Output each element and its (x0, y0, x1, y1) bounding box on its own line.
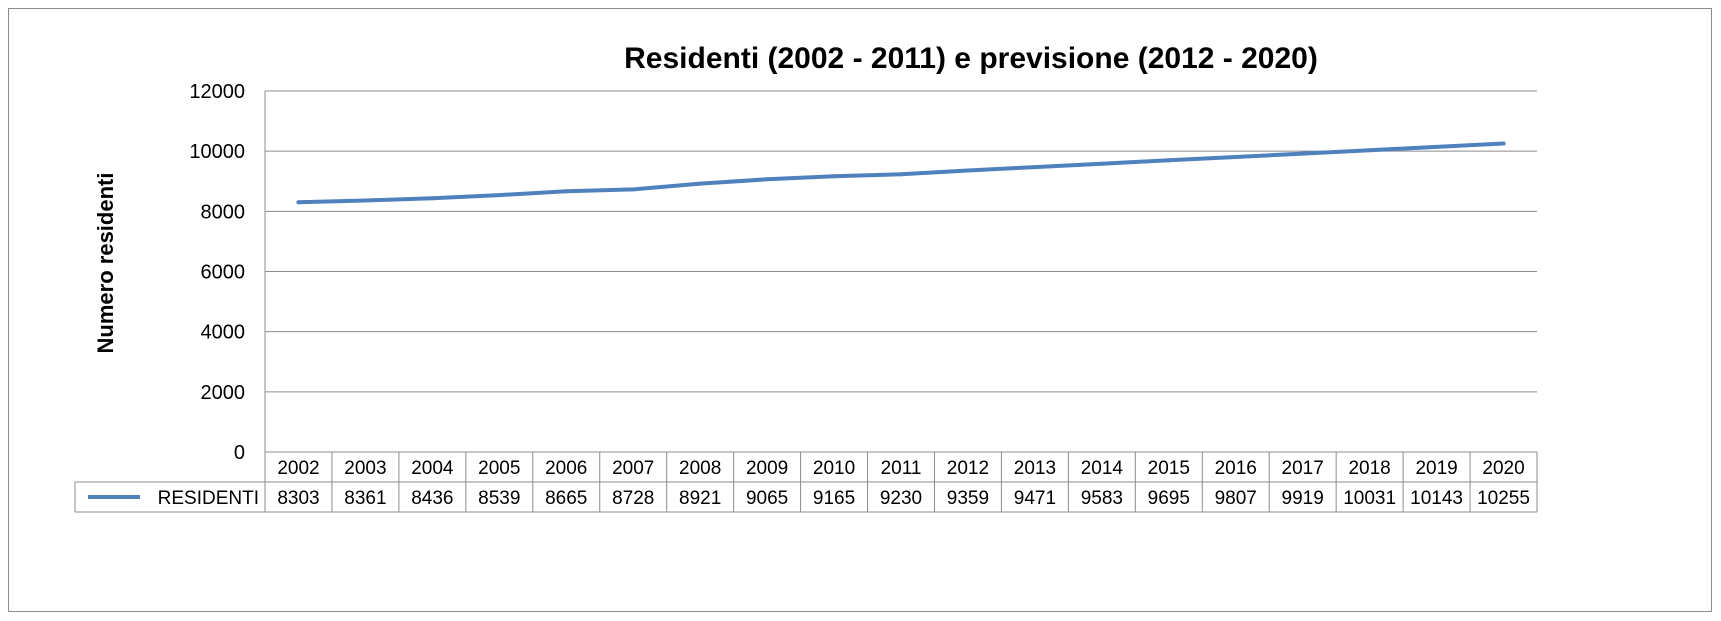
data-value-cell: 10143 (1410, 488, 1463, 509)
y-tick-label: 2000 (201, 382, 246, 404)
data-point (965, 168, 970, 173)
data-point (698, 181, 703, 186)
data-value-cell: 9583 (1081, 488, 1123, 509)
data-point (832, 174, 837, 179)
x-category-label: 2009 (746, 458, 788, 479)
series-layer (296, 141, 1506, 205)
y-tick-label: 8000 (201, 201, 246, 223)
x-category-label: 2016 (1215, 458, 1257, 479)
data-point (1032, 165, 1037, 170)
x-category-label: 2004 (411, 458, 454, 479)
data-value-cell: 8728 (612, 488, 654, 509)
data-value-cell: 9471 (1014, 488, 1056, 509)
x-category-label: 2007 (612, 458, 654, 479)
x-category-label: 2010 (813, 458, 855, 479)
x-category-label: 2003 (344, 458, 386, 479)
x-category-label: 2013 (1014, 458, 1056, 479)
chart-title: Residenti (2002 - 2011) e previsione (20… (624, 42, 1318, 75)
x-category-label: 2005 (478, 458, 520, 479)
y-tick-label: 4000 (201, 322, 246, 344)
data-value-cell: 8665 (545, 488, 587, 509)
data-value-cell: 8436 (411, 488, 453, 509)
x-category-label: 2020 (1482, 458, 1524, 479)
data-value-cell: 9359 (947, 488, 989, 509)
data-point (430, 196, 435, 201)
data-value-cell: 9807 (1215, 488, 1257, 509)
data-value-cell: 10255 (1477, 488, 1530, 509)
x-category-label: 2011 (881, 458, 922, 479)
y-tick-label: 0 (234, 442, 245, 464)
data-point (363, 198, 368, 203)
data-point (631, 187, 636, 192)
data-table: 2002 2003 2004 2005 2006 2007 2008 2009 2010 2011… (74, 451, 1538, 513)
x-category-label: 2014 (1081, 458, 1124, 479)
data-point (899, 172, 903, 177)
data-point (1367, 148, 1372, 153)
data-point (1300, 151, 1305, 156)
data-value-cell: 8303 (277, 488, 319, 509)
y-tick-label: 12000 (189, 81, 245, 103)
y-tick-label: 10000 (189, 141, 245, 163)
x-category-label: 2006 (545, 458, 587, 479)
data-value-cell: 9065 (746, 488, 788, 509)
data-value-cell: 10031 (1343, 488, 1396, 509)
y-axis-label: Numero residenti (93, 173, 118, 354)
x-category-label: 2002 (277, 458, 319, 479)
data-point (1434, 144, 1439, 149)
data-point (1166, 158, 1171, 163)
data-point (497, 193, 502, 198)
grid-layer: 0 2000 4000 6000 8000 10000 12000 (189, 81, 1537, 464)
data-value-cell: 9919 (1282, 488, 1324, 509)
x-category-label: 2012 (947, 458, 989, 479)
x-category-label: 2008 (679, 458, 721, 479)
x-category-label: 2015 (1148, 458, 1190, 479)
data-point (1501, 141, 1506, 146)
data-point (296, 200, 301, 205)
data-value-cell: 9165 (813, 488, 855, 509)
x-category-label: 2018 (1348, 458, 1390, 479)
y-tick-label: 6000 (201, 262, 246, 284)
data-value-cell: 9695 (1148, 488, 1190, 509)
legend-label: RESIDENTI (158, 488, 259, 509)
x-category-label: 2017 (1282, 458, 1324, 479)
data-value-cell: 8539 (478, 488, 520, 509)
chart-frame (8, 8, 1712, 612)
data-point (1099, 161, 1104, 166)
data-point (564, 189, 569, 194)
data-value-cell: 8361 (344, 488, 386, 509)
data-value-cell: 9230 (880, 488, 922, 509)
x-category-label: 2019 (1415, 458, 1457, 479)
data-value-cell: 8921 (679, 488, 721, 509)
data-point (765, 177, 770, 182)
data-point (1233, 154, 1238, 159)
